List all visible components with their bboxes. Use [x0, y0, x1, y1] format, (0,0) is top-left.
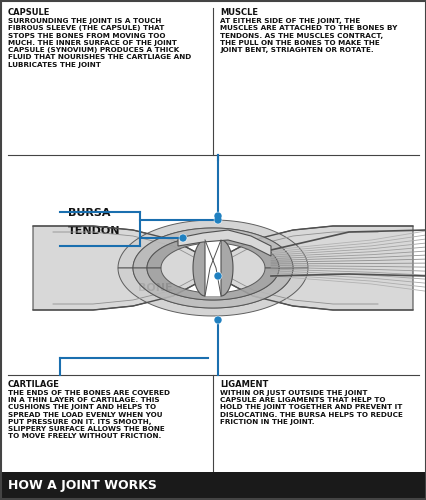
Text: THE ENDS OF THE BONES ARE COVERED
IN A THIN LAYER OF CARTILAGE. THIS
CUSHIONS TH: THE ENDS OF THE BONES ARE COVERED IN A T… — [8, 390, 170, 440]
Text: WITHIN OR JUST OUTSIDE THE JOINT
CAPSULE ARE LIGAMENTS THAT HELP TO
HOLD THE JOI: WITHIN OR JUST OUTSIDE THE JOINT CAPSULE… — [219, 390, 402, 425]
Polygon shape — [222, 226, 412, 310]
Polygon shape — [118, 268, 307, 316]
Text: LIGAMENT: LIGAMENT — [219, 380, 268, 389]
Circle shape — [215, 213, 221, 219]
Circle shape — [214, 212, 221, 220]
Polygon shape — [221, 240, 233, 296]
Polygon shape — [147, 236, 278, 268]
Circle shape — [215, 217, 221, 223]
Polygon shape — [193, 240, 204, 296]
Polygon shape — [204, 240, 221, 296]
Circle shape — [215, 273, 221, 279]
Polygon shape — [147, 268, 278, 300]
Text: MUSCLE: MUSCLE — [219, 8, 257, 17]
Bar — [0, 472, 426, 500]
Circle shape — [215, 317, 221, 323]
Text: CARTILAGE: CARTILAGE — [8, 380, 60, 389]
Circle shape — [180, 235, 186, 241]
Circle shape — [214, 216, 221, 224]
Circle shape — [214, 272, 221, 280]
Text: TENDON: TENDON — [68, 226, 120, 236]
Text: BONE: BONE — [137, 283, 172, 293]
Text: SURROUNDING THE JOINT IS A TOUCH
FIBROUS SLEEVE (THE CAPSULE) THAT
STOPS THE BON: SURROUNDING THE JOINT IS A TOUCH FIBROUS… — [8, 18, 191, 68]
Circle shape — [214, 316, 221, 324]
Text: AT EITHER SIDE OF THE JOINT, THE
MUSCLES ARE ATTACHED TO THE BONES BY
TENDONS. A: AT EITHER SIDE OF THE JOINT, THE MUSCLES… — [219, 18, 397, 53]
Text: HOW A JOINT WORKS: HOW A JOINT WORKS — [8, 480, 156, 492]
Text: CAPSULE: CAPSULE — [8, 8, 50, 17]
Text: BURSA: BURSA — [68, 208, 110, 218]
Polygon shape — [178, 230, 271, 256]
Polygon shape — [33, 226, 202, 310]
Polygon shape — [118, 220, 307, 268]
Circle shape — [179, 234, 186, 242]
Polygon shape — [132, 268, 292, 308]
Polygon shape — [132, 228, 292, 268]
